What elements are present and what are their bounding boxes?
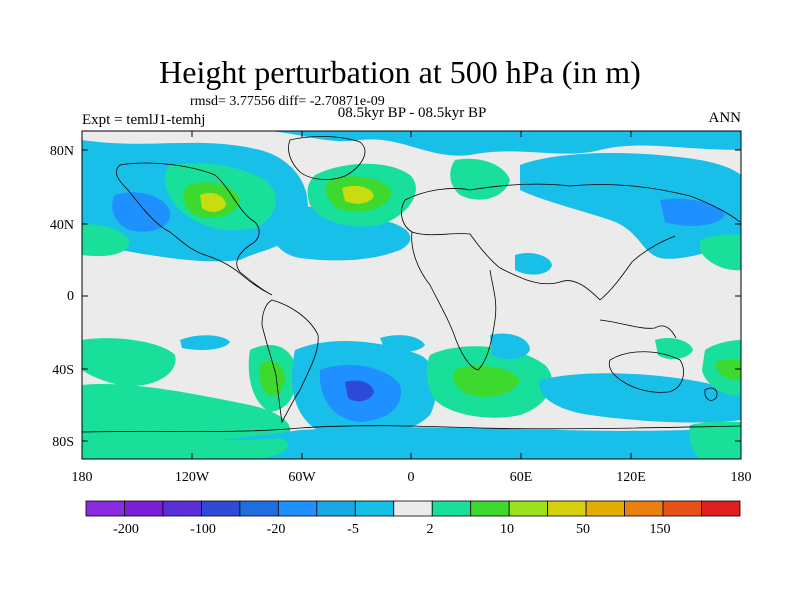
contour-mid-pos [259, 360, 285, 396]
contour-field [82, 131, 741, 459]
contour-light-pos [82, 224, 130, 257]
colorbar-swatch [585, 500, 625, 517]
colorbar-swatch [431, 500, 472, 517]
lon-tick-label: 60W [288, 470, 316, 485]
contour-strong-pos [342, 185, 374, 204]
lon-tick-label: 180 [72, 470, 93, 485]
coastlines [82, 136, 741, 433]
stats-text: rmsd= 3.77556 diff= -2.70871e-09 [190, 94, 385, 109]
lat-tick-label: 40S [52, 363, 74, 378]
contour-strong-neg [345, 380, 374, 402]
lat-tick-label: 80S [52, 435, 74, 450]
colorbar-swatch [470, 500, 510, 517]
lon-tick-label: 60E [510, 470, 533, 485]
contour-light-neg [490, 333, 530, 360]
colorbar-label: -5 [347, 522, 359, 537]
season-label: ANN [708, 110, 742, 126]
contour-light-neg [180, 335, 230, 350]
contour-strong-pos [200, 193, 226, 212]
contour-light-neg [539, 373, 741, 423]
colorbar-swatch [662, 500, 702, 517]
lat-tick-label: 0 [67, 289, 74, 304]
lon-tick-label: 180 [731, 470, 752, 485]
colorbar-swatch [162, 500, 202, 517]
lon-tick-label: 120W [175, 470, 210, 485]
contour-light-neg [380, 335, 425, 353]
period-label: 08.5kyr BP - 08.5kyr BP [337, 105, 487, 121]
colorbar-swatch [547, 500, 587, 517]
lat-tick-label: 40N [50, 218, 74, 233]
contour-light-neg [82, 131, 741, 156]
contour-mid-pos [453, 365, 520, 397]
lat-axis [82, 149, 741, 442]
lon-tick-label: 0 [408, 470, 415, 485]
colorbar-swatch [393, 500, 433, 517]
colorbar-swatch [201, 500, 241, 517]
contour-light-neg [515, 253, 552, 275]
contour-light-pos [700, 234, 741, 271]
contour-light-neg [267, 203, 411, 261]
colorbar-label: 10 [500, 522, 514, 537]
lat-tick-label: 80N [50, 144, 74, 159]
colorbar-label: 50 [576, 522, 590, 537]
contour-light-pos [689, 421, 741, 459]
contour-light-neg [520, 153, 741, 259]
colorbar-swatch [701, 500, 741, 517]
colorbar-swatch [124, 500, 164, 517]
colorbar-swatch [354, 500, 395, 517]
colorbar-swatch [85, 500, 125, 517]
colorbar-label: 150 [650, 522, 671, 537]
colorbar-label: -20 [267, 522, 286, 537]
contour-mid-neg [660, 198, 725, 226]
colorbar [85, 500, 741, 517]
colorbar-swatch [316, 500, 356, 517]
colorbar-label: 2 [427, 522, 434, 537]
lon-axis [81, 131, 742, 459]
contour-mid-pos [715, 359, 741, 381]
contour-light-pos [82, 438, 289, 459]
contour-light-pos [82, 384, 291, 446]
colorbar-label: -200 [113, 522, 139, 537]
experiment-label: Expt = temlJ1-temhj [82, 112, 206, 128]
lon-tick-label: 120E [616, 470, 646, 485]
colorbar-swatch [277, 500, 318, 517]
colorbar-label: -100 [190, 522, 216, 537]
colorbar-swatch [624, 500, 664, 517]
colorbar-swatch [239, 500, 279, 517]
contour-light-pos [82, 338, 176, 386]
map-title: Height perturbation at 500 hPa (in m) [159, 54, 641, 90]
colorbar-swatch [508, 500, 549, 517]
